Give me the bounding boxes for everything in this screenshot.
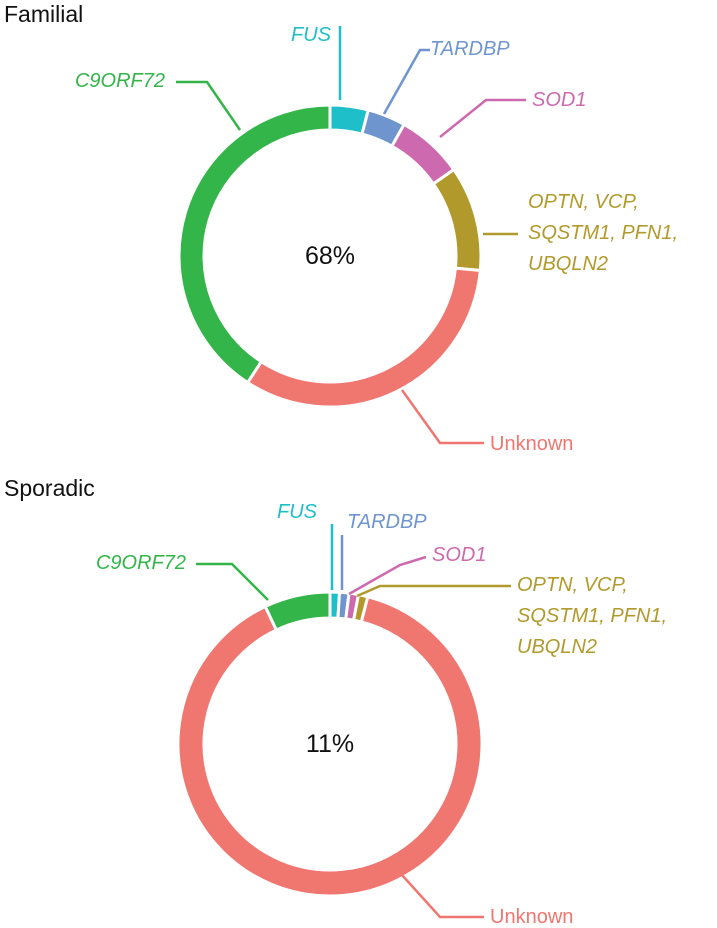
center-percentage: 68% <box>305 242 355 270</box>
slice-label-optn-vcp-sqstm1-pfn1-ubqln2: OPTN, VCP, SQSTM1, PFN1, UBQLN2 <box>517 574 667 658</box>
slice-label-tardbp: TARDBP <box>430 38 510 60</box>
center-percentage: 11% <box>306 730 354 758</box>
slice-label-fus: FUS <box>277 501 318 523</box>
leader-line-sod1 <box>348 555 427 596</box>
slice-label-sod1: SOD1 <box>432 544 486 566</box>
familial-donut-chart: Familial FUS TARDBP SOD1 OPTN, VCP, SQSTM1, P… <box>4 1 678 455</box>
leader-line-c9orf72 <box>196 562 269 601</box>
leader-line-unknown <box>400 389 484 445</box>
slice-c9orf72 <box>263 590 332 632</box>
leader-line-optn-vcp-sqstm1-pfn1-ubqln2 <box>356 584 511 598</box>
slice-unknown <box>176 595 484 898</box>
slice-unknown <box>246 266 482 409</box>
slice-label-optn-vcp-sqstm1-pfn1-ubqln2: OPTN, VCP, SQSTM1, PFN1, UBQLN2 <box>528 191 678 275</box>
slice-label-tardbp: TARDBP <box>347 511 427 533</box>
slice-label-c9orf72: C9ORF72 <box>96 552 186 574</box>
leader-line-sod1 <box>439 98 526 138</box>
slice-label-fus: FUS <box>291 24 332 46</box>
leader-line-tardbp <box>382 48 430 115</box>
slice-c9orf72 <box>177 103 332 385</box>
slice-optn-vcp-sqstm1-pfn1-ubqln2 <box>431 168 483 272</box>
slice-label-unknown: Unknown <box>490 906 573 928</box>
leader-line-c9orf72 <box>176 80 242 131</box>
leader-line-unknown <box>401 874 484 919</box>
slice-label-unknown: Unknown <box>490 433 573 455</box>
slice-label-sod1: SOD1 <box>532 89 586 111</box>
chart-title-sporadic: Sporadic <box>4 475 95 501</box>
chart-title-familial: Familial <box>4 1 83 27</box>
slice-label-c9orf72: C9ORF72 <box>75 70 165 92</box>
